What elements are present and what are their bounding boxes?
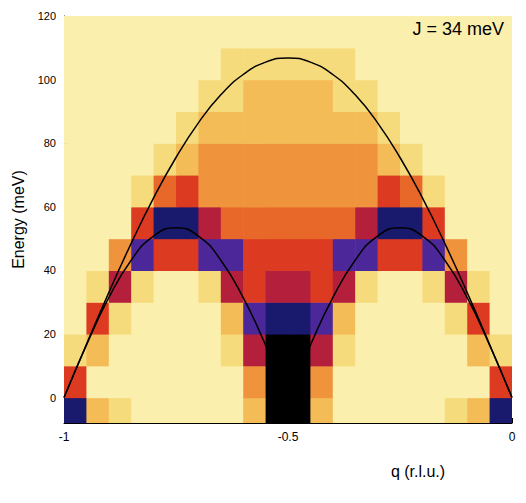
svg-text:80: 80 bbox=[44, 137, 56, 149]
svg-text:-1: -1 bbox=[59, 430, 70, 444]
svg-text:J = 34 meV: J = 34 meV bbox=[412, 19, 504, 39]
svg-text:100: 100 bbox=[38, 74, 56, 86]
svg-text:-0.5: -0.5 bbox=[278, 430, 299, 444]
svg-text:0: 0 bbox=[50, 392, 56, 404]
svg-text:20: 20 bbox=[44, 328, 56, 340]
svg-text:40: 40 bbox=[44, 264, 56, 276]
svg-text:120: 120 bbox=[38, 10, 56, 22]
svg-text:0: 0 bbox=[509, 430, 516, 444]
svg-text:60: 60 bbox=[44, 201, 56, 213]
svg-text:Energy (meV): Energy (meV) bbox=[10, 170, 27, 269]
svg-text:q (r.l.u.): q (r.l.u.) bbox=[391, 463, 445, 480]
